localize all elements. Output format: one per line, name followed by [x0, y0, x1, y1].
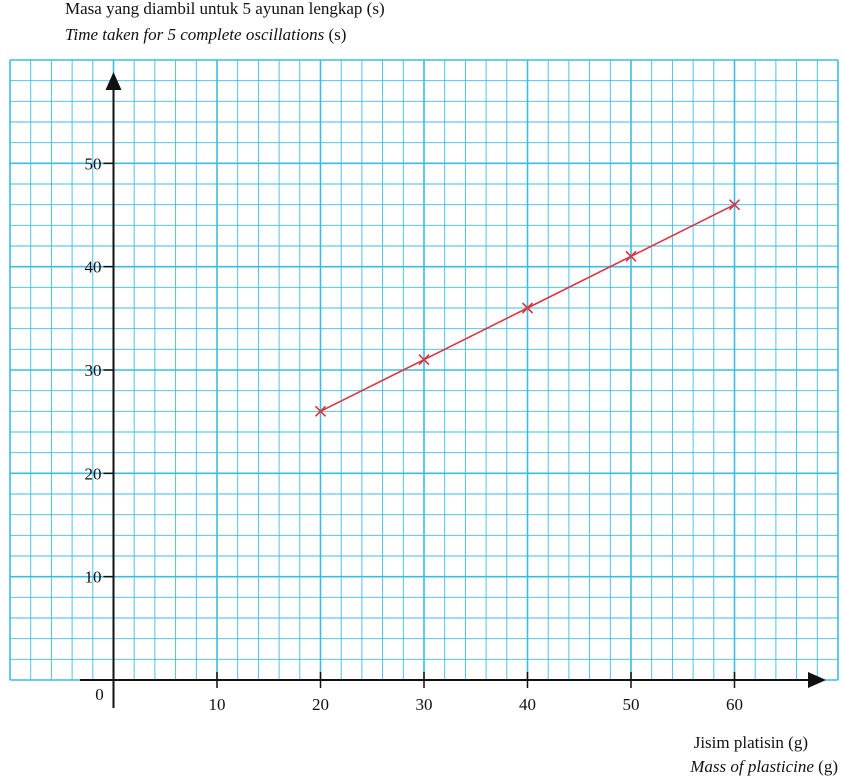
x-tick-label: 60 [726, 695, 743, 714]
x-label-unit: (g) [818, 757, 838, 776]
y-tick-label: 10 [85, 568, 102, 587]
y-label-en: Time taken for 5 complete oscillations [65, 25, 325, 44]
graph-paper [9, 59, 839, 681]
x-tick-label: 20 [312, 695, 329, 714]
y-axis-label-en: Time taken for 5 complete oscillations (… [65, 25, 346, 44]
data-point [521, 302, 534, 314]
x-tick-label: 30 [416, 695, 433, 714]
y-axis-arrow [105, 72, 122, 90]
x-tick-label: 0 [95, 685, 104, 704]
x-axis-label-en: Mass of plasticine (g) [689, 757, 838, 776]
y-tick-label: 30 [85, 361, 102, 380]
x-axis-label: Jisim platisin (g) [694, 733, 808, 752]
data-point [728, 199, 741, 211]
x-tick-label: 50 [623, 695, 640, 714]
y-axis-label: Masa yang diambil untuk 5 ayunan lengkap… [65, 0, 385, 18]
x-tick-label: 40 [519, 695, 536, 714]
data-point [418, 354, 430, 366]
data-point [625, 250, 637, 262]
y-tick-label: 50 [85, 154, 102, 173]
x-label-en: Mass of plasticine [689, 757, 814, 776]
y-label-unit: (s) [328, 25, 346, 44]
data-point [314, 405, 327, 417]
x-tick-label: 10 [209, 695, 226, 714]
y-tick-label: 40 [85, 258, 102, 277]
x-axis-arrow [808, 672, 826, 688]
y-tick-label: 20 [85, 464, 102, 483]
